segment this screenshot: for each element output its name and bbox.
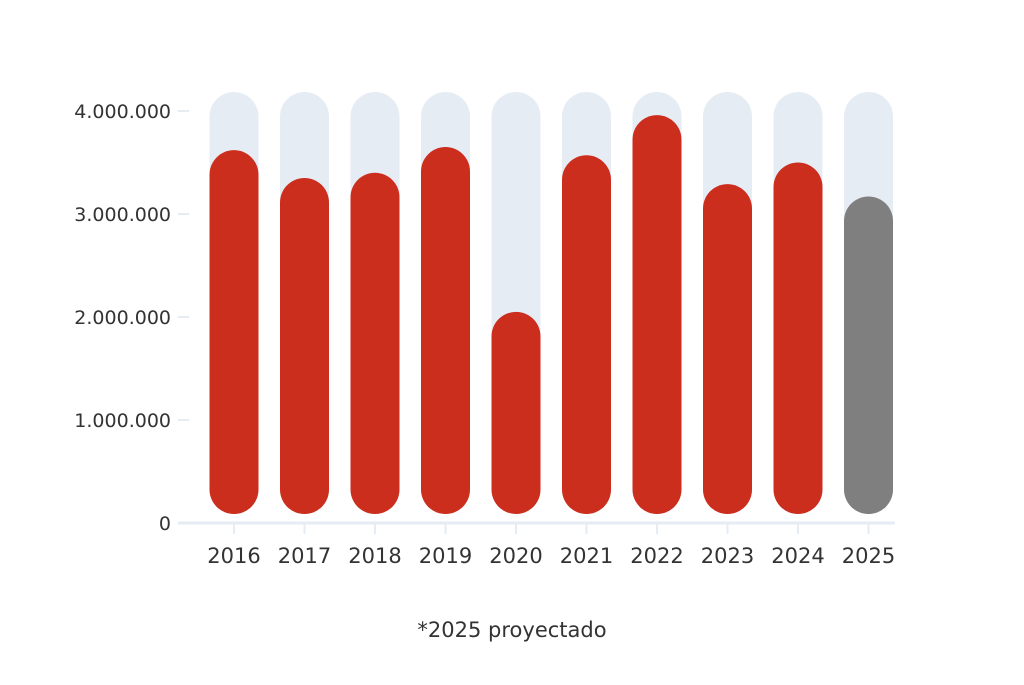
bar <box>562 155 611 515</box>
bar <box>280 177 329 514</box>
y-tick-label: 2.000.000 <box>74 307 171 329</box>
y-tick-label: 4.000.000 <box>74 101 171 123</box>
bar <box>209 150 259 514</box>
x-tick-label: 2025 <box>842 544 895 568</box>
bar <box>491 311 541 514</box>
x-tick-label: 2022 <box>630 544 683 568</box>
bar <box>703 184 752 514</box>
bar-projected <box>844 196 893 515</box>
y-tick-label: 3.000.000 <box>74 204 171 226</box>
x-tick-label: 2024 <box>771 544 824 568</box>
x-tick-label: 2019 <box>419 544 472 568</box>
y-tick-label: 0 <box>159 513 171 535</box>
x-tick-label: 2018 <box>348 544 401 568</box>
x-tick-label: 2020 <box>489 544 542 568</box>
x-tick-label: 2016 <box>207 544 260 568</box>
x-tick-label: 2017 <box>278 544 331 568</box>
x-tick-label: 2023 <box>701 544 754 568</box>
bar <box>350 172 400 515</box>
bar <box>421 147 470 515</box>
bar <box>773 162 823 514</box>
bar <box>632 115 682 515</box>
x-tick-label: 2021 <box>560 544 613 568</box>
y-tick-label: 1.000.000 <box>74 410 171 432</box>
bar-chart: 0 1.000.000 2.000.000 3.000.000 4.000.000 201… <box>74 92 895 568</box>
footnote: *2025 proyectado <box>417 618 607 642</box>
